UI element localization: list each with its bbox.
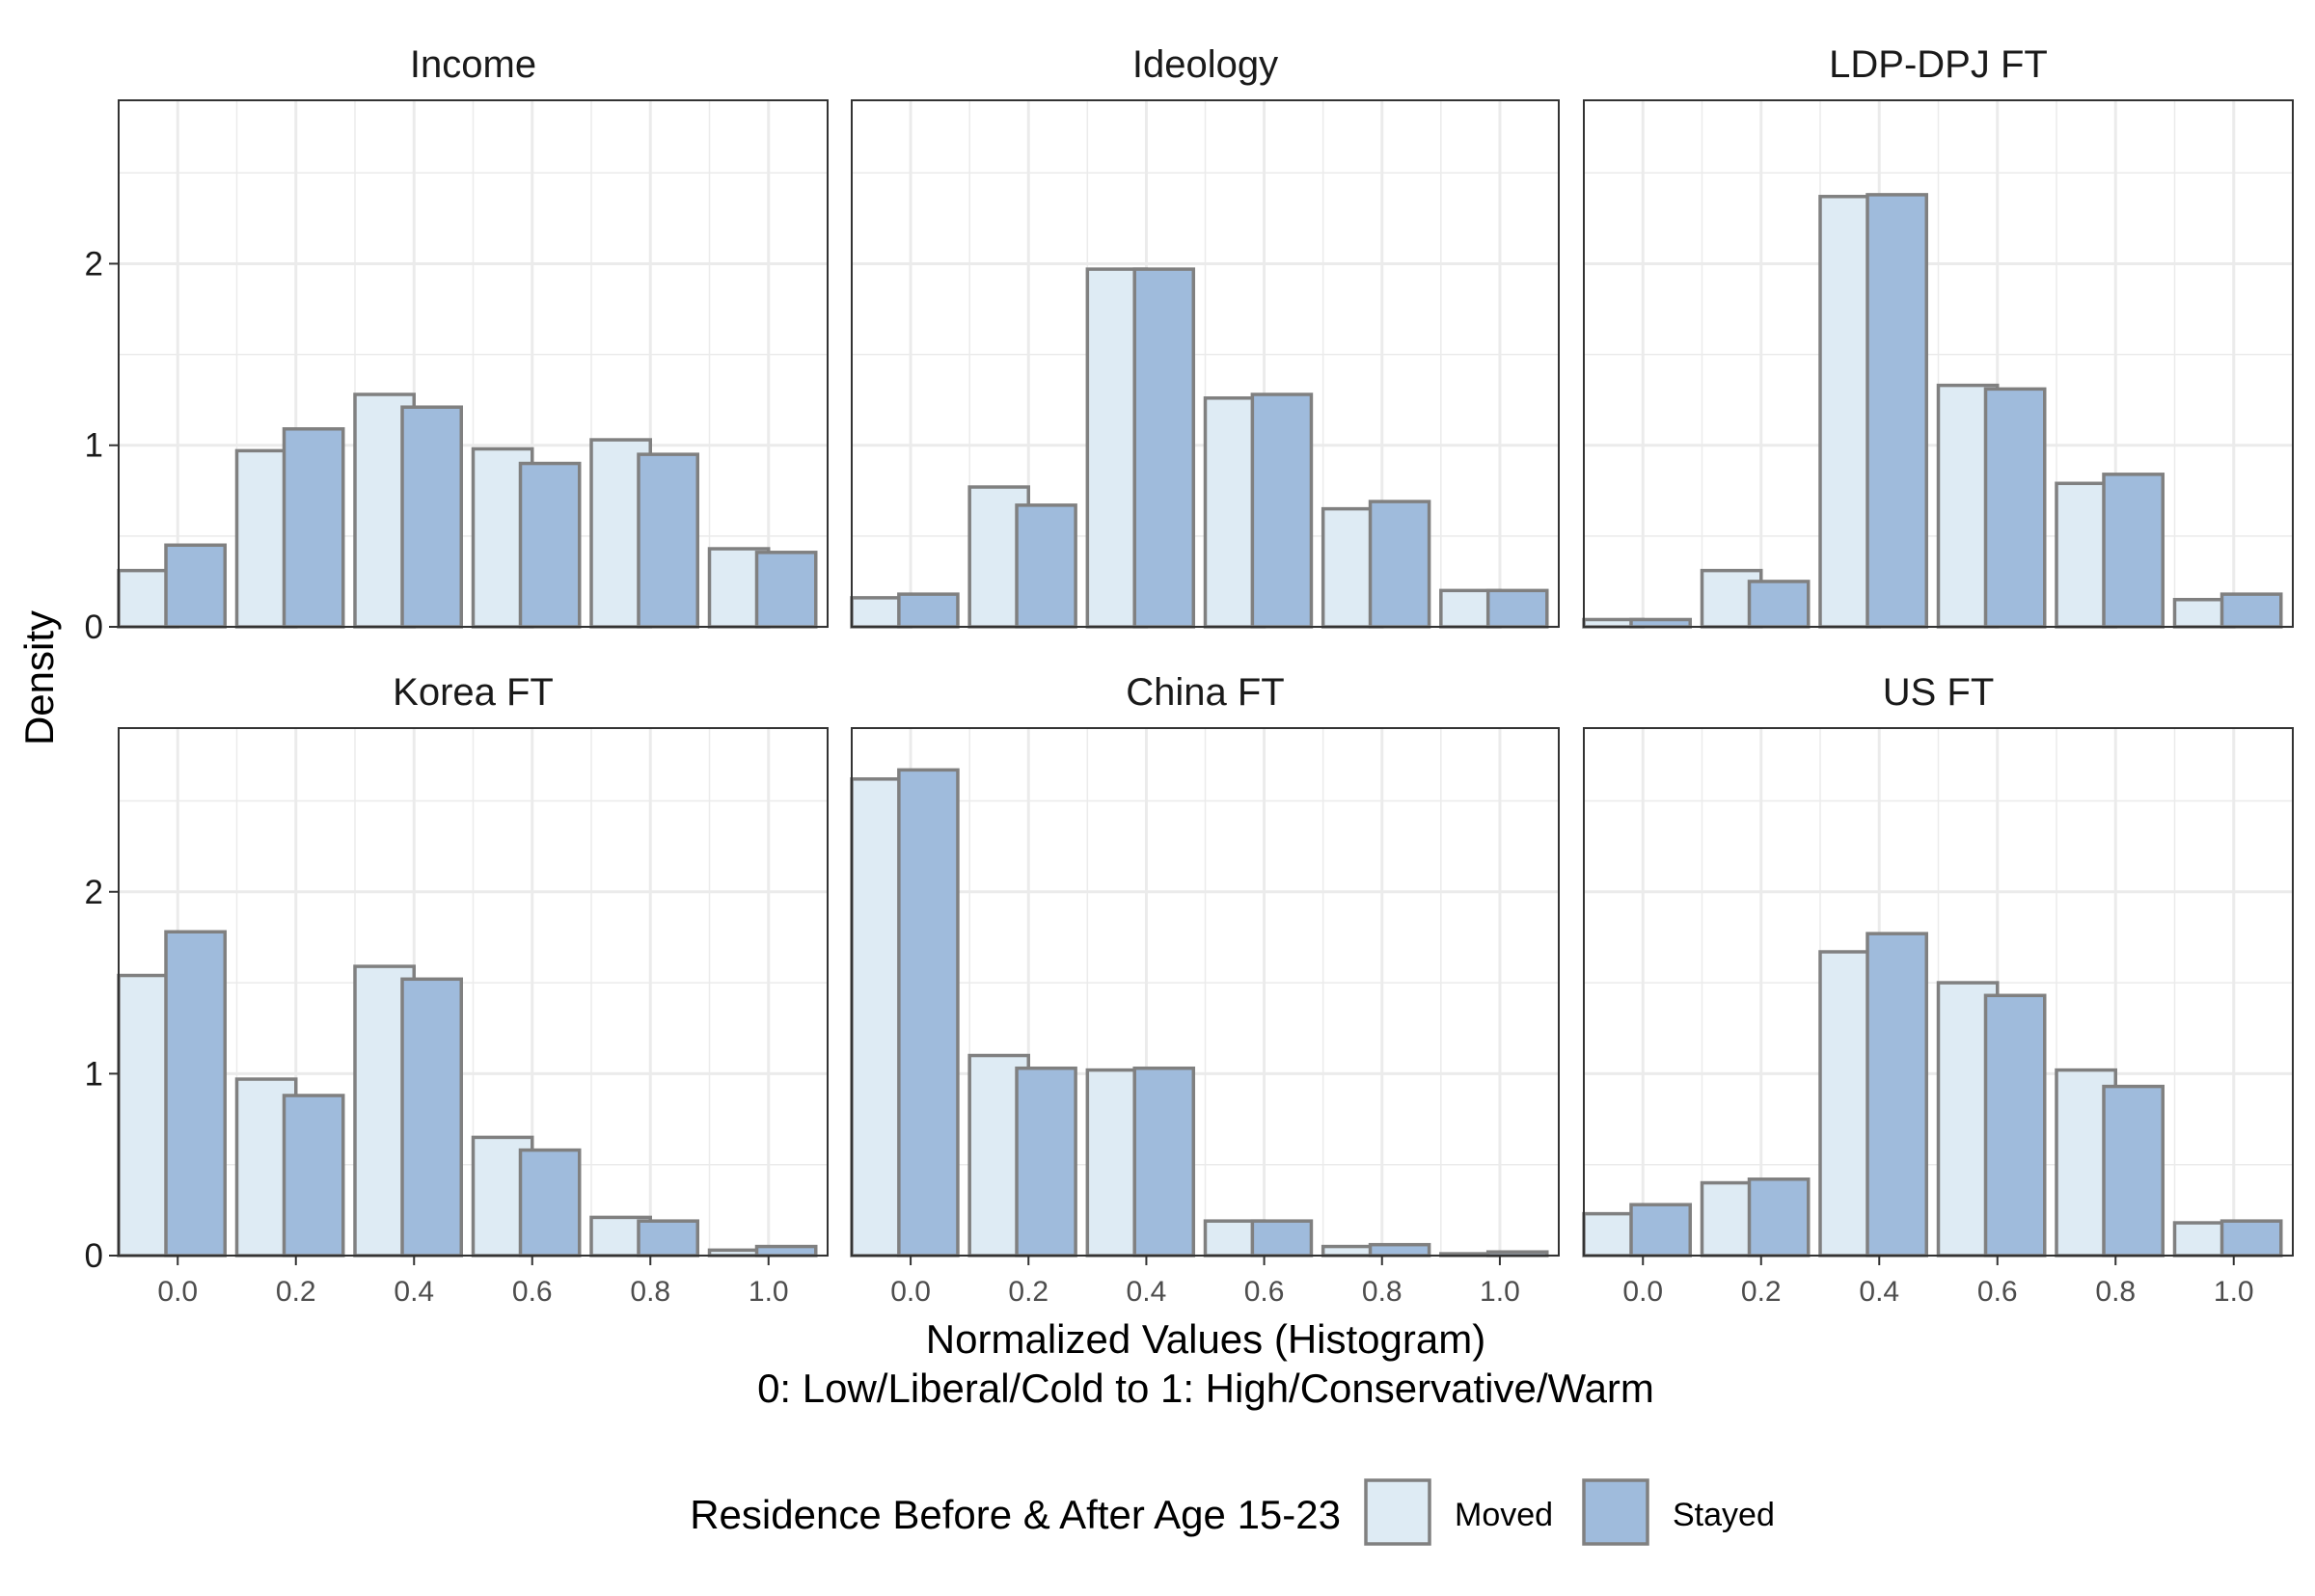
- bar-stayed: [400, 977, 463, 1258]
- bar-stayed: [1250, 1219, 1314, 1258]
- bar-stayed: [400, 405, 463, 629]
- y-tick-label: 2: [85, 245, 103, 283]
- x-tick-label: 0.6: [512, 1276, 553, 1308]
- panel-title: US FT: [1883, 671, 1995, 714]
- bar-stayed: [754, 1244, 818, 1258]
- x-tick-label: 0.8: [2095, 1276, 2136, 1308]
- bar-stayed: [1485, 588, 1549, 629]
- panel-ideology: Ideology: [850, 43, 1560, 629]
- bar-stayed: [1747, 580, 1811, 629]
- x-tick-label: 0.6: [1244, 1276, 1285, 1308]
- panel-korea-ft: Korea FT 0 1 2 0.0 0.2 0.4 0.6 0.8 1.0: [85, 671, 829, 1308]
- panel-income: Income 0 1 2: [85, 43, 829, 646]
- panel-title: China FT: [1126, 671, 1285, 714]
- panel-border: [1583, 727, 2294, 1257]
- legend: Residence Before & After Age 15-23 Moved S…: [690, 1478, 1775, 1546]
- panel-title: Korea FT: [393, 671, 554, 714]
- x-tick-label: 0.0: [1622, 1276, 1663, 1308]
- bar-stayed: [1983, 387, 2047, 629]
- y-tick-label: 0: [85, 609, 103, 646]
- y-tick-label: 1: [85, 427, 103, 465]
- panel-us-ft: US FT 0.0 0.2 0.4 0.6 0.8 1.0: [1582, 671, 2294, 1308]
- bar-stayed: [1015, 1066, 1077, 1258]
- x-tick-label: 0.4: [1859, 1276, 1899, 1308]
- x-axis-title: Normalized Values (Histogram): [926, 1316, 1485, 1362]
- x-tick-label: 0.4: [394, 1276, 434, 1308]
- x-tick-label: 0.0: [890, 1276, 931, 1308]
- bar-stayed: [1250, 392, 1314, 629]
- panel-border: [851, 727, 1560, 1257]
- panel-border: [851, 99, 1560, 628]
- bar-stayed: [1132, 1066, 1196, 1258]
- bar-stayed: [1015, 503, 1077, 629]
- legend-key-moved: [1364, 1478, 1431, 1546]
- x-tick-label: 1.0: [749, 1276, 789, 1308]
- x-tick-label: 1.0: [1480, 1276, 1520, 1308]
- bar-stayed: [518, 461, 582, 629]
- bar-stayed: [897, 592, 960, 629]
- legend-label-moved: Moved: [1455, 1497, 1553, 1533]
- panel-border: [1583, 99, 2294, 628]
- bar-stayed: [637, 1219, 699, 1258]
- x-tick-label: 0.8: [1362, 1276, 1403, 1308]
- bar-stayed: [1747, 1177, 1811, 1258]
- legend-title: Residence Before & After Age 15-23: [690, 1492, 1341, 1537]
- bar-stayed: [518, 1148, 582, 1258]
- y-tick-label: 0: [85, 1237, 103, 1275]
- x-axis-subtitle: 0: Low/Liberal/Cold to 1: High/Conservat…: [757, 1366, 1654, 1411]
- x-tick-label: 1.0: [2214, 1276, 2254, 1308]
- panel-title: LDP-DPJ FT: [1829, 43, 2048, 86]
- panel-title: Ideology: [1132, 43, 1278, 86]
- x-tick-label: 0.6: [1977, 1276, 2018, 1308]
- panel-border: [118, 727, 829, 1257]
- bar-stayed: [754, 551, 818, 629]
- bar-stayed: [2102, 1084, 2165, 1258]
- bar-stayed: [164, 543, 227, 629]
- bar-stayed: [1368, 1242, 1431, 1258]
- panel-border: [118, 99, 829, 628]
- x-tick-label: 0.8: [630, 1276, 670, 1308]
- bar-stayed: [1866, 932, 1928, 1258]
- bar-stayed: [2220, 1219, 2283, 1258]
- panel-ldp-dpj-ft: LDP-DPJ FT: [1582, 43, 2294, 629]
- legend-label-stayed: Stayed: [1673, 1497, 1775, 1533]
- x-tick-label: 0.2: [276, 1276, 316, 1308]
- y-tick-label: 2: [85, 874, 103, 911]
- bar-stayed: [1866, 193, 1928, 629]
- panel-title: Income: [410, 43, 536, 86]
- bar-stayed: [164, 930, 227, 1258]
- bar-stayed: [2220, 592, 2283, 629]
- y-tick-label: 1: [85, 1055, 103, 1093]
- bar-stayed: [897, 768, 960, 1258]
- bar-stayed: [1132, 267, 1196, 629]
- x-tick-label: 0.2: [1008, 1276, 1049, 1308]
- bar-stayed: [282, 1094, 345, 1258]
- x-tick-label: 0.2: [1741, 1276, 1782, 1308]
- x-tick-label: 0.0: [157, 1276, 198, 1308]
- bar-stayed: [282, 427, 345, 629]
- x-tick-label: 0.4: [1127, 1276, 1167, 1308]
- bar-stayed: [1629, 1203, 1692, 1258]
- panel-china-ft: China FT 0.0 0.2 0.4 0.6 0.8 1.0: [850, 671, 1560, 1308]
- bar-stayed: [1629, 617, 1692, 629]
- bar-stayed: [2102, 473, 2165, 629]
- bar-stayed: [637, 452, 699, 629]
- y-axis-title: Density: [16, 610, 62, 745]
- legend-key-stayed: [1582, 1478, 1649, 1546]
- bar-stayed: [1368, 500, 1431, 629]
- bar-stayed: [1983, 993, 2047, 1258]
